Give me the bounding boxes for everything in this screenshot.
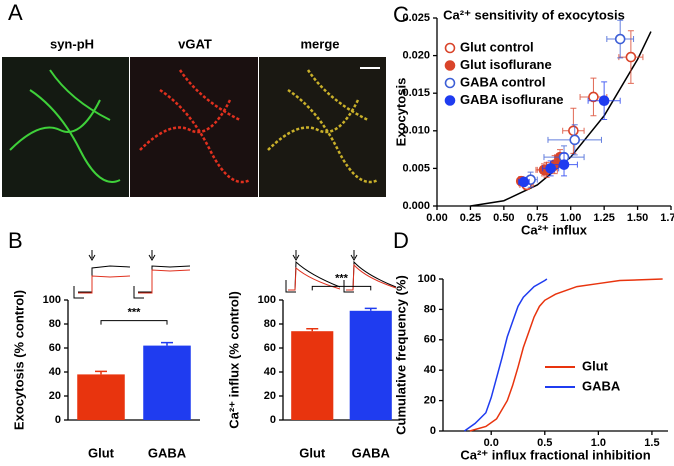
point: [518, 176, 530, 188]
significance-label: ***: [128, 307, 142, 319]
micrographs: [2, 57, 386, 197]
x-tick-label: 1.50: [627, 212, 648, 224]
y-tick-label: 100: [258, 294, 276, 306]
x-tick-label: 1.75: [660, 212, 674, 224]
x-tick-label: 1.0: [591, 437, 606, 449]
cdf-line: [463, 278, 548, 432]
point: [569, 134, 581, 146]
y-axis-label: Exocytosis: [393, 78, 408, 147]
y-tick-label: 80: [49, 318, 61, 330]
y-tick-label: 80: [264, 318, 276, 330]
x-tick-label: GABA: [148, 445, 187, 460]
x-tick-label: 0.50: [493, 212, 514, 224]
point: [614, 33, 626, 45]
error-bar: [95, 370, 107, 375]
image-title: syn-pH: [50, 36, 94, 51]
y-tick-label: 0.015: [402, 87, 430, 99]
image-merge: [259, 57, 386, 197]
y-tick-label: 40: [49, 366, 61, 378]
y-tick-label: 0: [430, 425, 436, 437]
image-vgat: [130, 57, 258, 197]
x-tick-label: 0.75: [527, 212, 548, 224]
y-axis-label: Cumulative frequency (%): [393, 275, 408, 435]
y-tick-label: 0.025: [402, 12, 430, 24]
point: [588, 91, 599, 103]
legend-label: Glut: [582, 358, 609, 373]
x-tick-label: 0.5: [537, 437, 552, 449]
x-tick-label: Glut: [88, 445, 115, 460]
x-tick-label: GABA: [352, 445, 391, 460]
x-tick-label: 1.25: [593, 212, 614, 224]
legend-marker: [444, 95, 456, 106]
neurites: [267, 69, 379, 184]
y-tick-label: 60: [264, 342, 276, 354]
significance-bracket: [100, 320, 168, 325]
y-tick-label: 0.005: [402, 162, 430, 174]
neurites: [139, 69, 251, 184]
y-tick-label: 100: [43, 294, 61, 306]
chart-title: Ca²⁺ sensitivity of exocytosis: [443, 7, 625, 22]
y-tick-label: 20: [424, 395, 436, 407]
panel-label: C: [393, 2, 409, 27]
traces: [73, 250, 397, 299]
image-title: merge: [300, 36, 339, 51]
x-tick-label: Glut: [299, 445, 326, 460]
bar: [143, 345, 191, 420]
y-tick-label: 0: [270, 414, 276, 426]
legend-marker: [444, 42, 456, 54]
y-tick-label: 0.020: [402, 50, 430, 62]
point: [558, 159, 570, 170]
point: [625, 51, 637, 63]
y-tick-label: 40: [264, 366, 276, 378]
point: [568, 125, 579, 137]
y-axis-label: Ca²⁺ influx (% control): [226, 291, 241, 429]
image-title: vGAT: [178, 36, 212, 51]
panel-label: D: [393, 228, 409, 253]
legend-label: Glut control: [460, 39, 534, 54]
x-axis-label: Ca²⁺ influx fractional inhibition: [460, 447, 650, 462]
neurites: [9, 69, 121, 183]
x-tick-label: 1.5: [644, 437, 659, 449]
y-tick-label: 0.010: [402, 125, 430, 137]
legend-label: Glut isoflurane: [460, 57, 552, 72]
x-tick-label: 0.25: [460, 212, 481, 224]
x-tick-label: 0.0: [484, 437, 499, 449]
legend-label: GABA control: [460, 74, 545, 89]
y-tick-label: 20: [264, 390, 276, 402]
panel-label: A: [8, 0, 23, 25]
error-bar: [161, 341, 173, 346]
x-tick-label: 0.00: [426, 212, 447, 224]
legend-label: GABA: [582, 378, 621, 393]
bar: [77, 374, 125, 420]
legend-marker: [444, 60, 456, 71]
y-tick-label: 20: [49, 390, 61, 402]
x-tick-label: 1.00: [560, 212, 581, 224]
y-axis-label: Exocytosis (% control): [11, 290, 26, 430]
point: [598, 95, 610, 107]
y-tick-label: 40: [424, 364, 436, 376]
y-tick-label: 80: [424, 303, 436, 315]
y-tick-label: 60: [424, 334, 436, 346]
error-bar: [364, 307, 377, 311]
significance-label: ***: [335, 272, 349, 284]
panel-label: B: [8, 228, 23, 253]
legend-label: GABA isoflurane: [460, 92, 564, 107]
y-tick-label: 100: [418, 273, 436, 285]
legend-marker: [444, 77, 456, 89]
y-tick-label: 0.000: [402, 200, 430, 212]
x-axis-label: Ca²⁺ influx: [521, 222, 588, 237]
cdf-line: [469, 278, 663, 432]
y-tick-label: 60: [49, 342, 61, 354]
significance-bracket: [311, 285, 372, 291]
bar: [291, 331, 334, 420]
error-bar: [306, 328, 319, 332]
bar: [349, 310, 392, 420]
y-tick-label: 0: [55, 414, 61, 426]
